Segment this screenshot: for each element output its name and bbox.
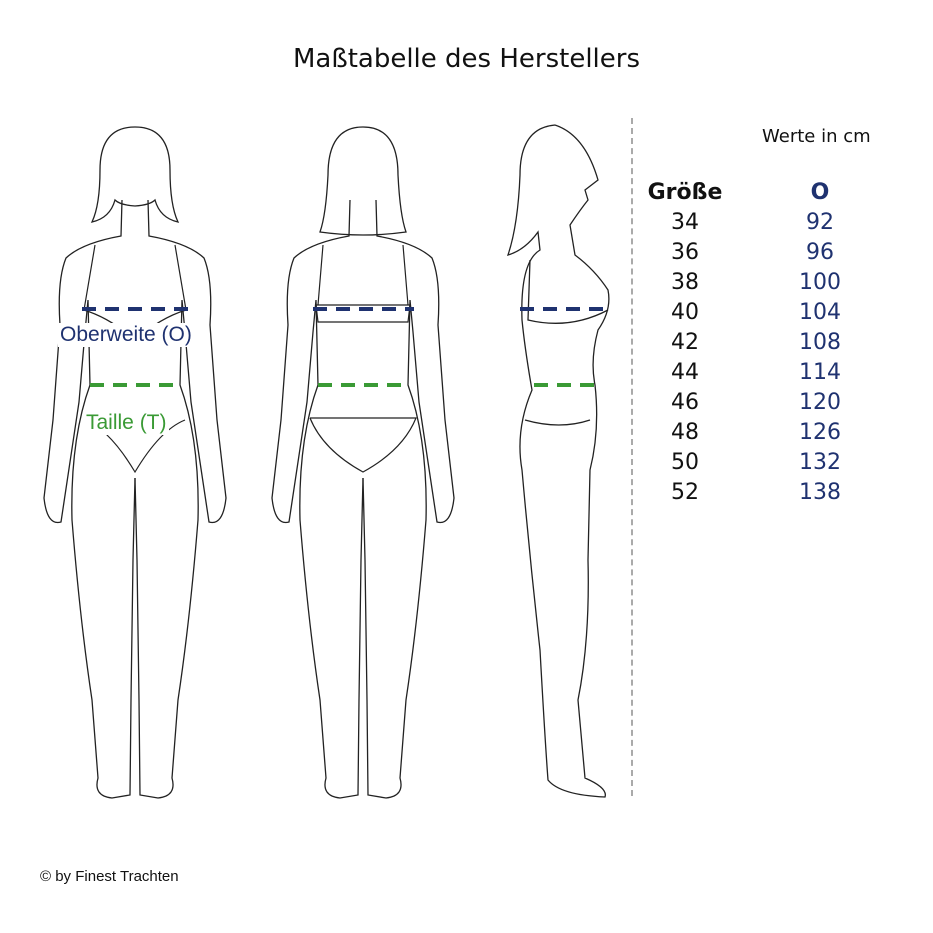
- bust-cell: 104: [799, 300, 841, 325]
- bust-cell: 120: [799, 390, 841, 415]
- size-cell: 50: [671, 450, 699, 475]
- back-figure: [271, 126, 455, 799]
- size-header: Größe: [647, 180, 723, 205]
- bust-cell: 100: [799, 270, 841, 295]
- size-cell: 38: [671, 270, 699, 295]
- size-cell: 44: [671, 360, 699, 385]
- bust-cell: 96: [806, 240, 834, 265]
- size-column: Größe 34 36 38 40 42 44 46 48 50 52: [640, 178, 730, 508]
- side-figure: [506, 124, 610, 798]
- unit-note: Werte in cm: [762, 126, 871, 147]
- size-cell: 42: [671, 330, 699, 355]
- bust-column: O 92 96 100 104 108 114 120 126 132 138: [775, 178, 865, 508]
- separator: [631, 118, 633, 796]
- size-cell: 36: [671, 240, 699, 265]
- bust-header: O: [810, 180, 830, 205]
- bust-cell: 114: [799, 360, 841, 385]
- bust-label: Oberweite (O): [58, 323, 194, 347]
- size-cell: 46: [671, 390, 699, 415]
- bust-cell: 132: [799, 450, 841, 475]
- waist-label: Taille (T): [84, 411, 169, 435]
- size-cell: 40: [671, 300, 699, 325]
- size-cell: 34: [671, 210, 699, 235]
- page-title: Maßtabelle des Herstellers: [292, 44, 641, 74]
- size-cell: 52: [671, 480, 699, 505]
- bust-cell: 92: [806, 210, 834, 235]
- size-cell: 48: [671, 420, 699, 445]
- front-figure: [43, 126, 227, 799]
- bust-cell: 138: [799, 480, 841, 505]
- bust-cell: 126: [799, 420, 841, 445]
- bust-cell: 108: [799, 330, 841, 355]
- copyright: © by Finest Trachten: [40, 868, 179, 885]
